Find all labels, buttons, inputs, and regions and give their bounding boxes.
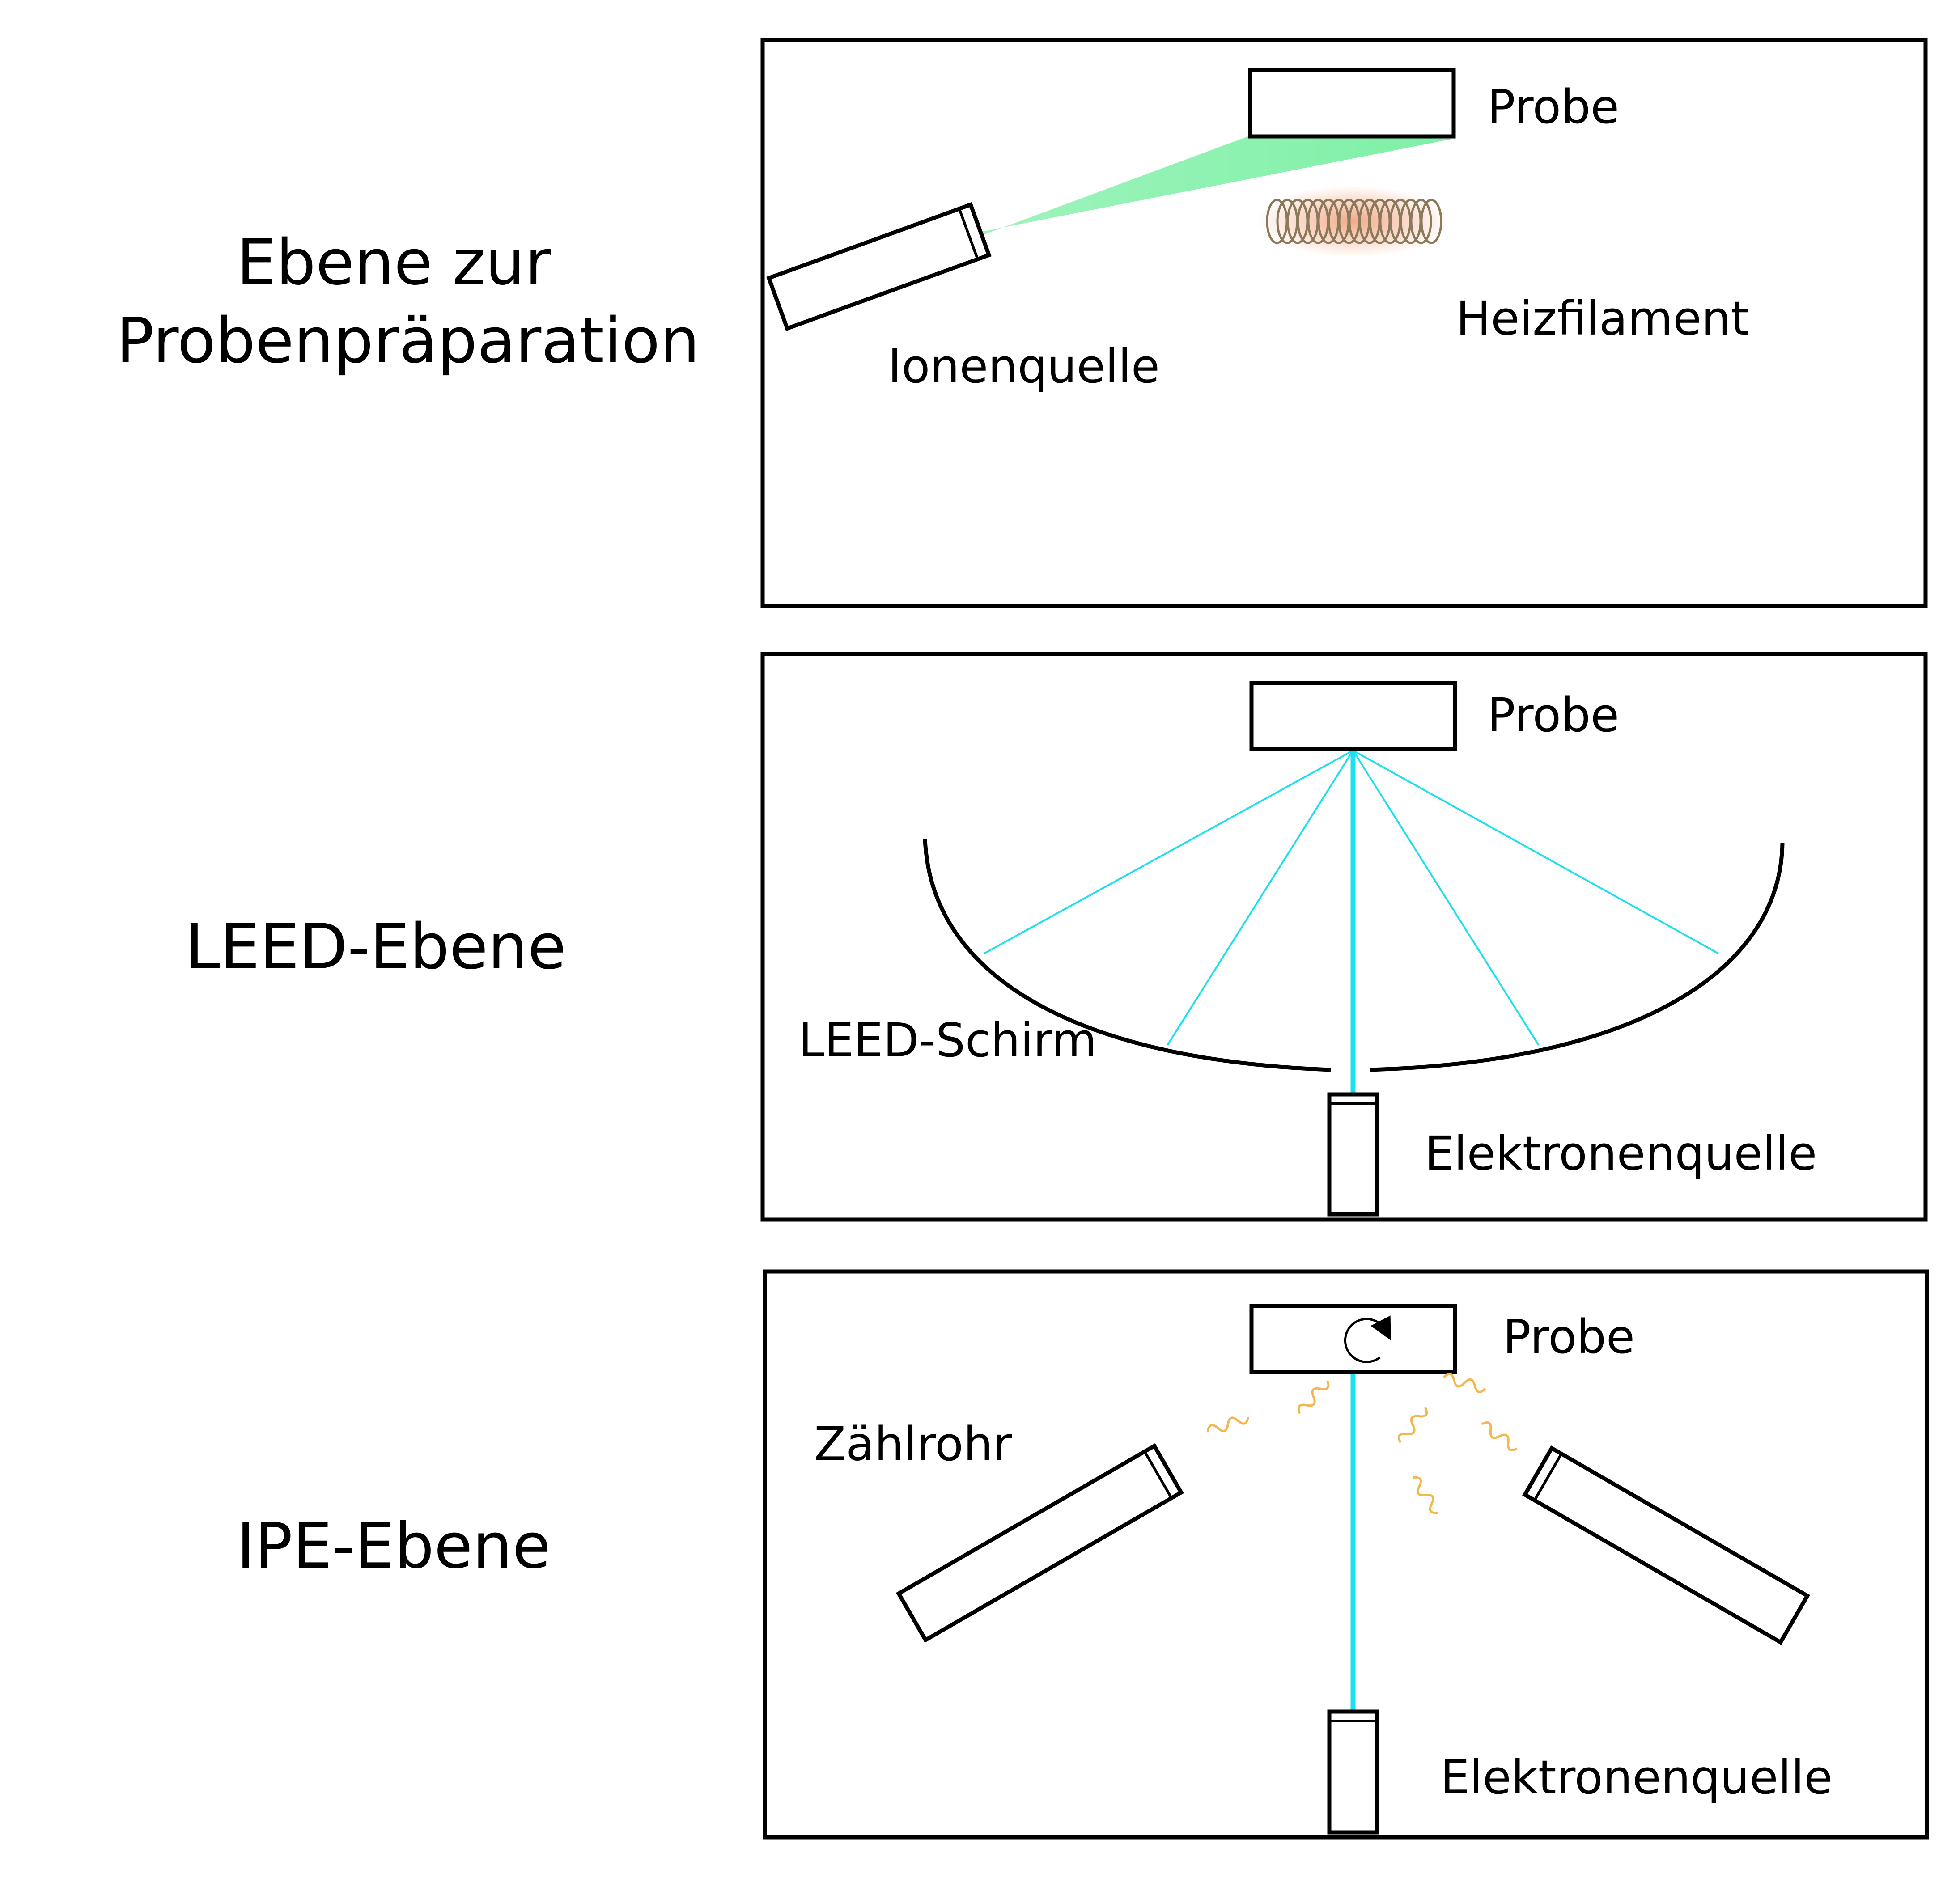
sample	[1252, 1306, 1455, 1372]
leed-screen-label: LEED-Schirm	[798, 1013, 1097, 1068]
sample	[1250, 70, 1454, 136]
diffraction-ray	[984, 750, 1353, 954]
probe-label: Probe	[1503, 1310, 1635, 1364]
electron-source	[1329, 1712, 1377, 1832]
diffraction-ray	[1353, 750, 1718, 954]
ion-source	[769, 205, 989, 329]
counter-tube	[899, 1446, 1181, 1640]
photon-emission	[1206, 1373, 1520, 1515]
counter-tube-label: Zählrohr	[814, 1417, 1012, 1471]
panel-ipe: Probe Zählrohr Elektronenquelle	[765, 1272, 1927, 1837]
ion-source-label: Ionenquelle	[888, 339, 1160, 394]
leed-screen	[1370, 843, 1782, 1070]
electron-source-label: Elektronenquelle	[1425, 1126, 1817, 1181]
probe-label: Probe	[1487, 80, 1619, 134]
sample	[1252, 683, 1455, 749]
heating-filament-label: Heizfilament	[1456, 291, 1749, 346]
heating-filament-icon	[1257, 186, 1449, 257]
electron-source	[1329, 1094, 1377, 1214]
counter-tube	[1525, 1448, 1807, 1642]
diffraction-ray	[1353, 750, 1539, 1045]
electron-source-label: Elektronenquelle	[1440, 1750, 1833, 1805]
diffraction-ray	[1167, 750, 1353, 1045]
panel-preparation: Probe Ionenquelle Heizfilamen	[763, 40, 1926, 606]
probe-label: Probe	[1487, 688, 1619, 742]
panel-leed: Probe LEED-Schirm Elektronenquelle	[763, 654, 1926, 1220]
